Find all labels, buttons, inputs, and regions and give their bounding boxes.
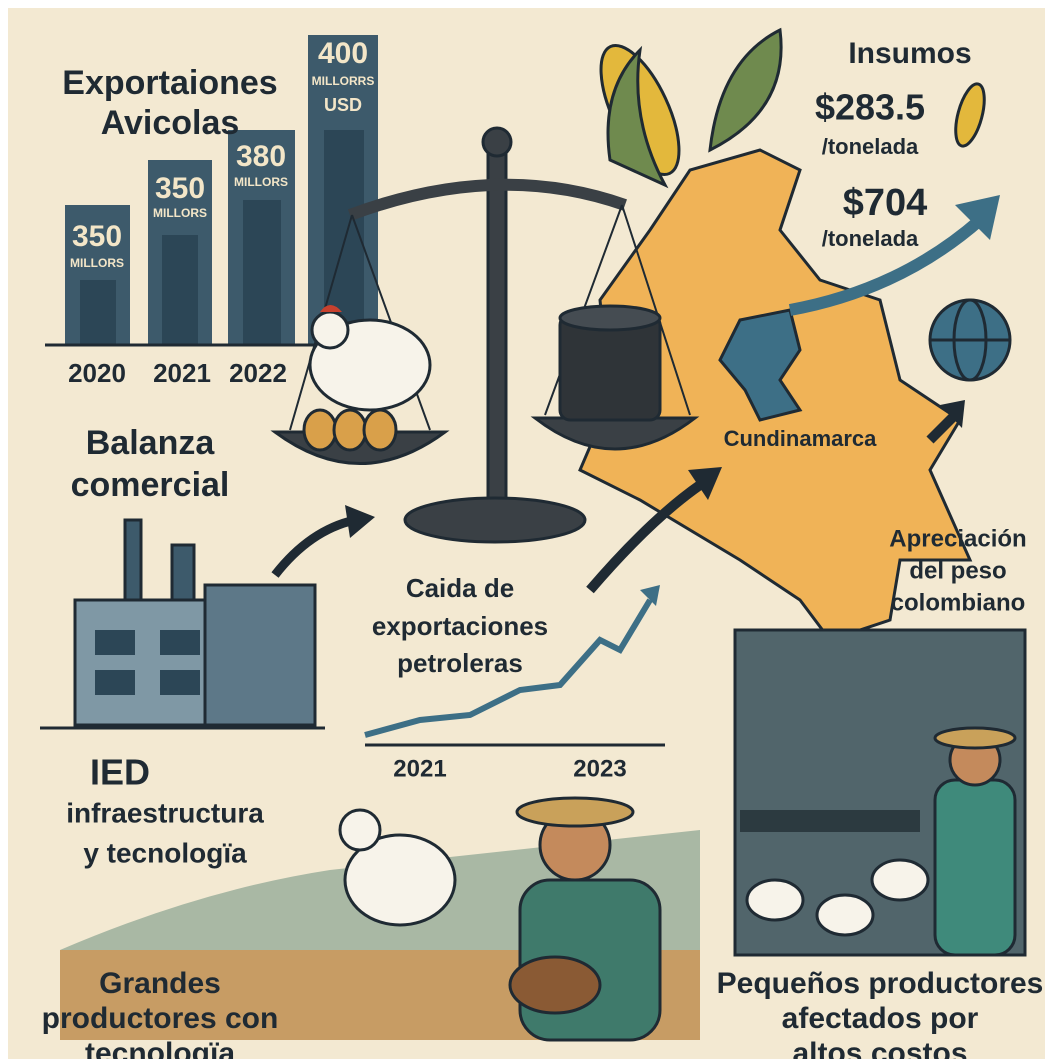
bar-value: 350 xyxy=(155,172,205,205)
scale-beam xyxy=(347,178,627,221)
apreciacion-line: del peso xyxy=(909,557,1006,584)
chicken-head xyxy=(310,310,350,350)
farmer-hat xyxy=(515,796,635,828)
arrow-head xyxy=(940,400,965,428)
window xyxy=(95,630,135,655)
bar-inner xyxy=(80,280,116,345)
caida-line: petroleras xyxy=(397,648,523,678)
bar-chart xyxy=(45,35,380,347)
chicken xyxy=(815,893,875,937)
arrow xyxy=(271,515,357,578)
trend-year: 2021 xyxy=(393,755,446,782)
ied-line: y tecnologïa xyxy=(83,837,247,868)
year-label: 2022 xyxy=(229,358,287,388)
pequenos-line: altos costos xyxy=(792,1037,967,1059)
factory-interior xyxy=(733,628,1027,957)
bar-inner xyxy=(162,235,198,345)
window xyxy=(160,630,200,655)
balanza-line: comercial xyxy=(71,466,230,504)
scale-pole xyxy=(486,148,508,512)
arrow-head xyxy=(345,505,375,538)
arrow-head xyxy=(955,195,1000,240)
bar-value: 380 xyxy=(236,140,286,173)
balanza-line: Balanza xyxy=(86,424,216,462)
pequenos-line: afectados por xyxy=(782,1002,979,1035)
bar-value: 400 xyxy=(318,37,368,70)
apreciacion-line: Apreciación xyxy=(889,525,1026,552)
oil-barrel-top xyxy=(558,304,662,332)
factory xyxy=(40,518,325,730)
hen xyxy=(508,955,602,1015)
trend-year: 2023 xyxy=(573,755,626,782)
scale-pan xyxy=(530,416,700,451)
caida-line: Caida de xyxy=(406,573,514,603)
worker xyxy=(933,778,1017,957)
insumos-title: Insumos xyxy=(848,37,971,70)
pequenos-line: Pequeños productores xyxy=(717,967,1044,1000)
arrow-head xyxy=(688,467,722,500)
leaf xyxy=(708,27,783,153)
title-line: Exportaiones xyxy=(62,64,277,102)
ied-line: infraestructura xyxy=(66,797,264,828)
window xyxy=(95,670,135,695)
arrow xyxy=(586,480,703,594)
worker-hat xyxy=(933,726,1017,750)
bar-unit: MILLORS xyxy=(70,256,124,270)
apreciacion-line: colombiano xyxy=(891,589,1026,616)
farm-scene xyxy=(60,796,700,1042)
ied-title: IED xyxy=(90,752,150,793)
trend-line xyxy=(364,598,653,738)
egg xyxy=(362,408,398,452)
caida-line: exportaciones xyxy=(372,611,548,641)
region-label: Cundinamarca xyxy=(724,426,878,451)
window xyxy=(160,670,200,695)
price-unit: /tonelada xyxy=(822,226,919,251)
conveyor xyxy=(740,810,920,832)
year-label: 2021 xyxy=(153,358,211,388)
corn-small xyxy=(954,82,986,148)
building xyxy=(203,583,317,727)
bar-value: 350 xyxy=(72,220,122,253)
arrow xyxy=(926,411,959,444)
price: $704 xyxy=(843,182,928,224)
price: $283.5 xyxy=(815,87,925,128)
grandes-line: productores con xyxy=(42,1002,279,1035)
grandes-line: tecnologïa xyxy=(85,1037,235,1059)
egg xyxy=(302,408,338,452)
chicken xyxy=(870,858,930,902)
cundinamarca-region xyxy=(718,308,803,422)
bar-inner xyxy=(243,200,281,345)
bar-unit: MILLORS xyxy=(153,206,207,220)
chicken-head xyxy=(338,808,382,852)
title-line: Avicolas xyxy=(101,104,240,142)
balance-scale xyxy=(270,126,700,544)
bar-unit: MILLORS xyxy=(234,175,288,189)
price-unit: /tonelada xyxy=(822,134,919,159)
corn-husk xyxy=(606,45,669,189)
chimney xyxy=(123,518,143,602)
chicken xyxy=(745,878,805,922)
chicken-comb xyxy=(320,305,342,312)
arrow-head xyxy=(640,585,660,606)
grandes-line: Grandes xyxy=(99,967,221,1000)
egg xyxy=(332,408,368,452)
scale-top xyxy=(481,126,513,158)
year-label: 2020 xyxy=(68,358,126,388)
scale-base xyxy=(403,496,587,544)
bar-unit: USD xyxy=(324,95,362,115)
arrow xyxy=(788,215,984,316)
bar-unit: MILLORRS xyxy=(312,74,375,88)
chicken xyxy=(343,833,457,927)
